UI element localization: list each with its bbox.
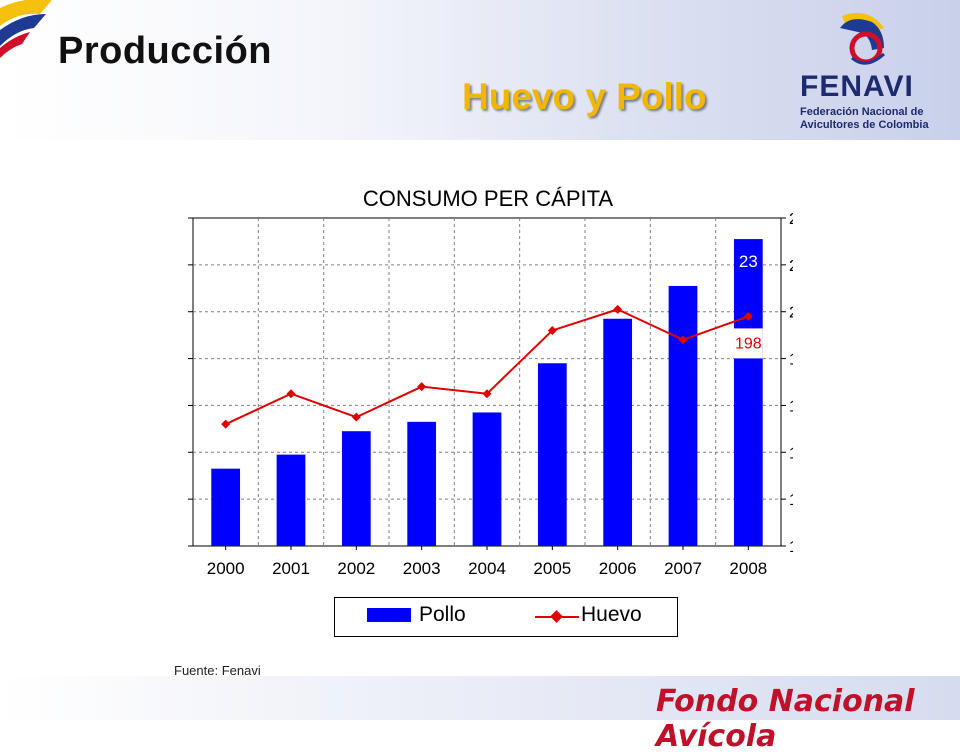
bar-pollo-2006 xyxy=(603,319,632,546)
x-tick-label-2004: 2004 xyxy=(468,559,506,578)
bar-pollo-2007 xyxy=(669,286,698,546)
y-right-tick-label: 220 xyxy=(789,258,793,275)
legend-huevo-label: Huevo xyxy=(581,603,642,627)
bar-pollo-2003 xyxy=(407,422,436,546)
x-tick-label-2000: 2000 xyxy=(207,559,245,578)
bar-pollo-2000 xyxy=(211,469,240,546)
chart-legend: Pollo Huevo xyxy=(334,597,678,637)
x-tick-label-2002: 2002 xyxy=(337,559,375,578)
footer-organization: Fondo Nacional Avícola xyxy=(656,684,960,754)
bar-pollo-2005 xyxy=(538,363,567,546)
y-right-tick-label: 140 xyxy=(789,445,793,462)
bar-pollo-2002 xyxy=(342,431,371,546)
y-right-tick-label: 180 xyxy=(789,352,793,369)
y-right-tick-label: 100 xyxy=(789,539,793,556)
legend-pollo-label: Pollo xyxy=(419,603,466,627)
legend-pollo-swatch xyxy=(367,608,411,622)
x-tick-label-2007: 2007 xyxy=(664,559,702,578)
data-label-pollo-2008: 23 xyxy=(739,252,758,271)
y-right-tick-label: 120 xyxy=(789,492,793,509)
chart-title: CONSUMO PER CÁPITA xyxy=(183,186,793,212)
page-subtitle: Huevo y Pollo xyxy=(462,76,707,118)
bar-pollo-2008 xyxy=(734,239,763,546)
x-tick-label-2003: 2003 xyxy=(403,559,441,578)
bar-pollo-2004 xyxy=(473,412,502,546)
data-label-huevo-2008: 198 xyxy=(735,335,762,352)
page-title: Producción xyxy=(58,30,272,73)
brand-name: FENAVI xyxy=(800,70,914,104)
bar-pollo-2001 xyxy=(277,455,306,546)
consumption-chart: 1012141618202224100120140160180200220240… xyxy=(183,180,793,580)
y-right-tick-label: 160 xyxy=(789,398,793,415)
y-right-tick-label: 200 xyxy=(789,305,793,322)
x-tick-label-2006: 2006 xyxy=(599,559,637,578)
x-tick-label-2005: 2005 xyxy=(533,559,571,578)
y-right-tick-label: 240 xyxy=(789,211,793,228)
x-tick-label-2001: 2001 xyxy=(272,559,310,578)
x-tick-label-2008: 2008 xyxy=(729,559,767,578)
brand-line-2: Avicultores de Colombia xyxy=(800,119,929,131)
brand-line-1: Federación Nacional de xyxy=(800,106,923,118)
legend-huevo-marker xyxy=(550,610,563,623)
